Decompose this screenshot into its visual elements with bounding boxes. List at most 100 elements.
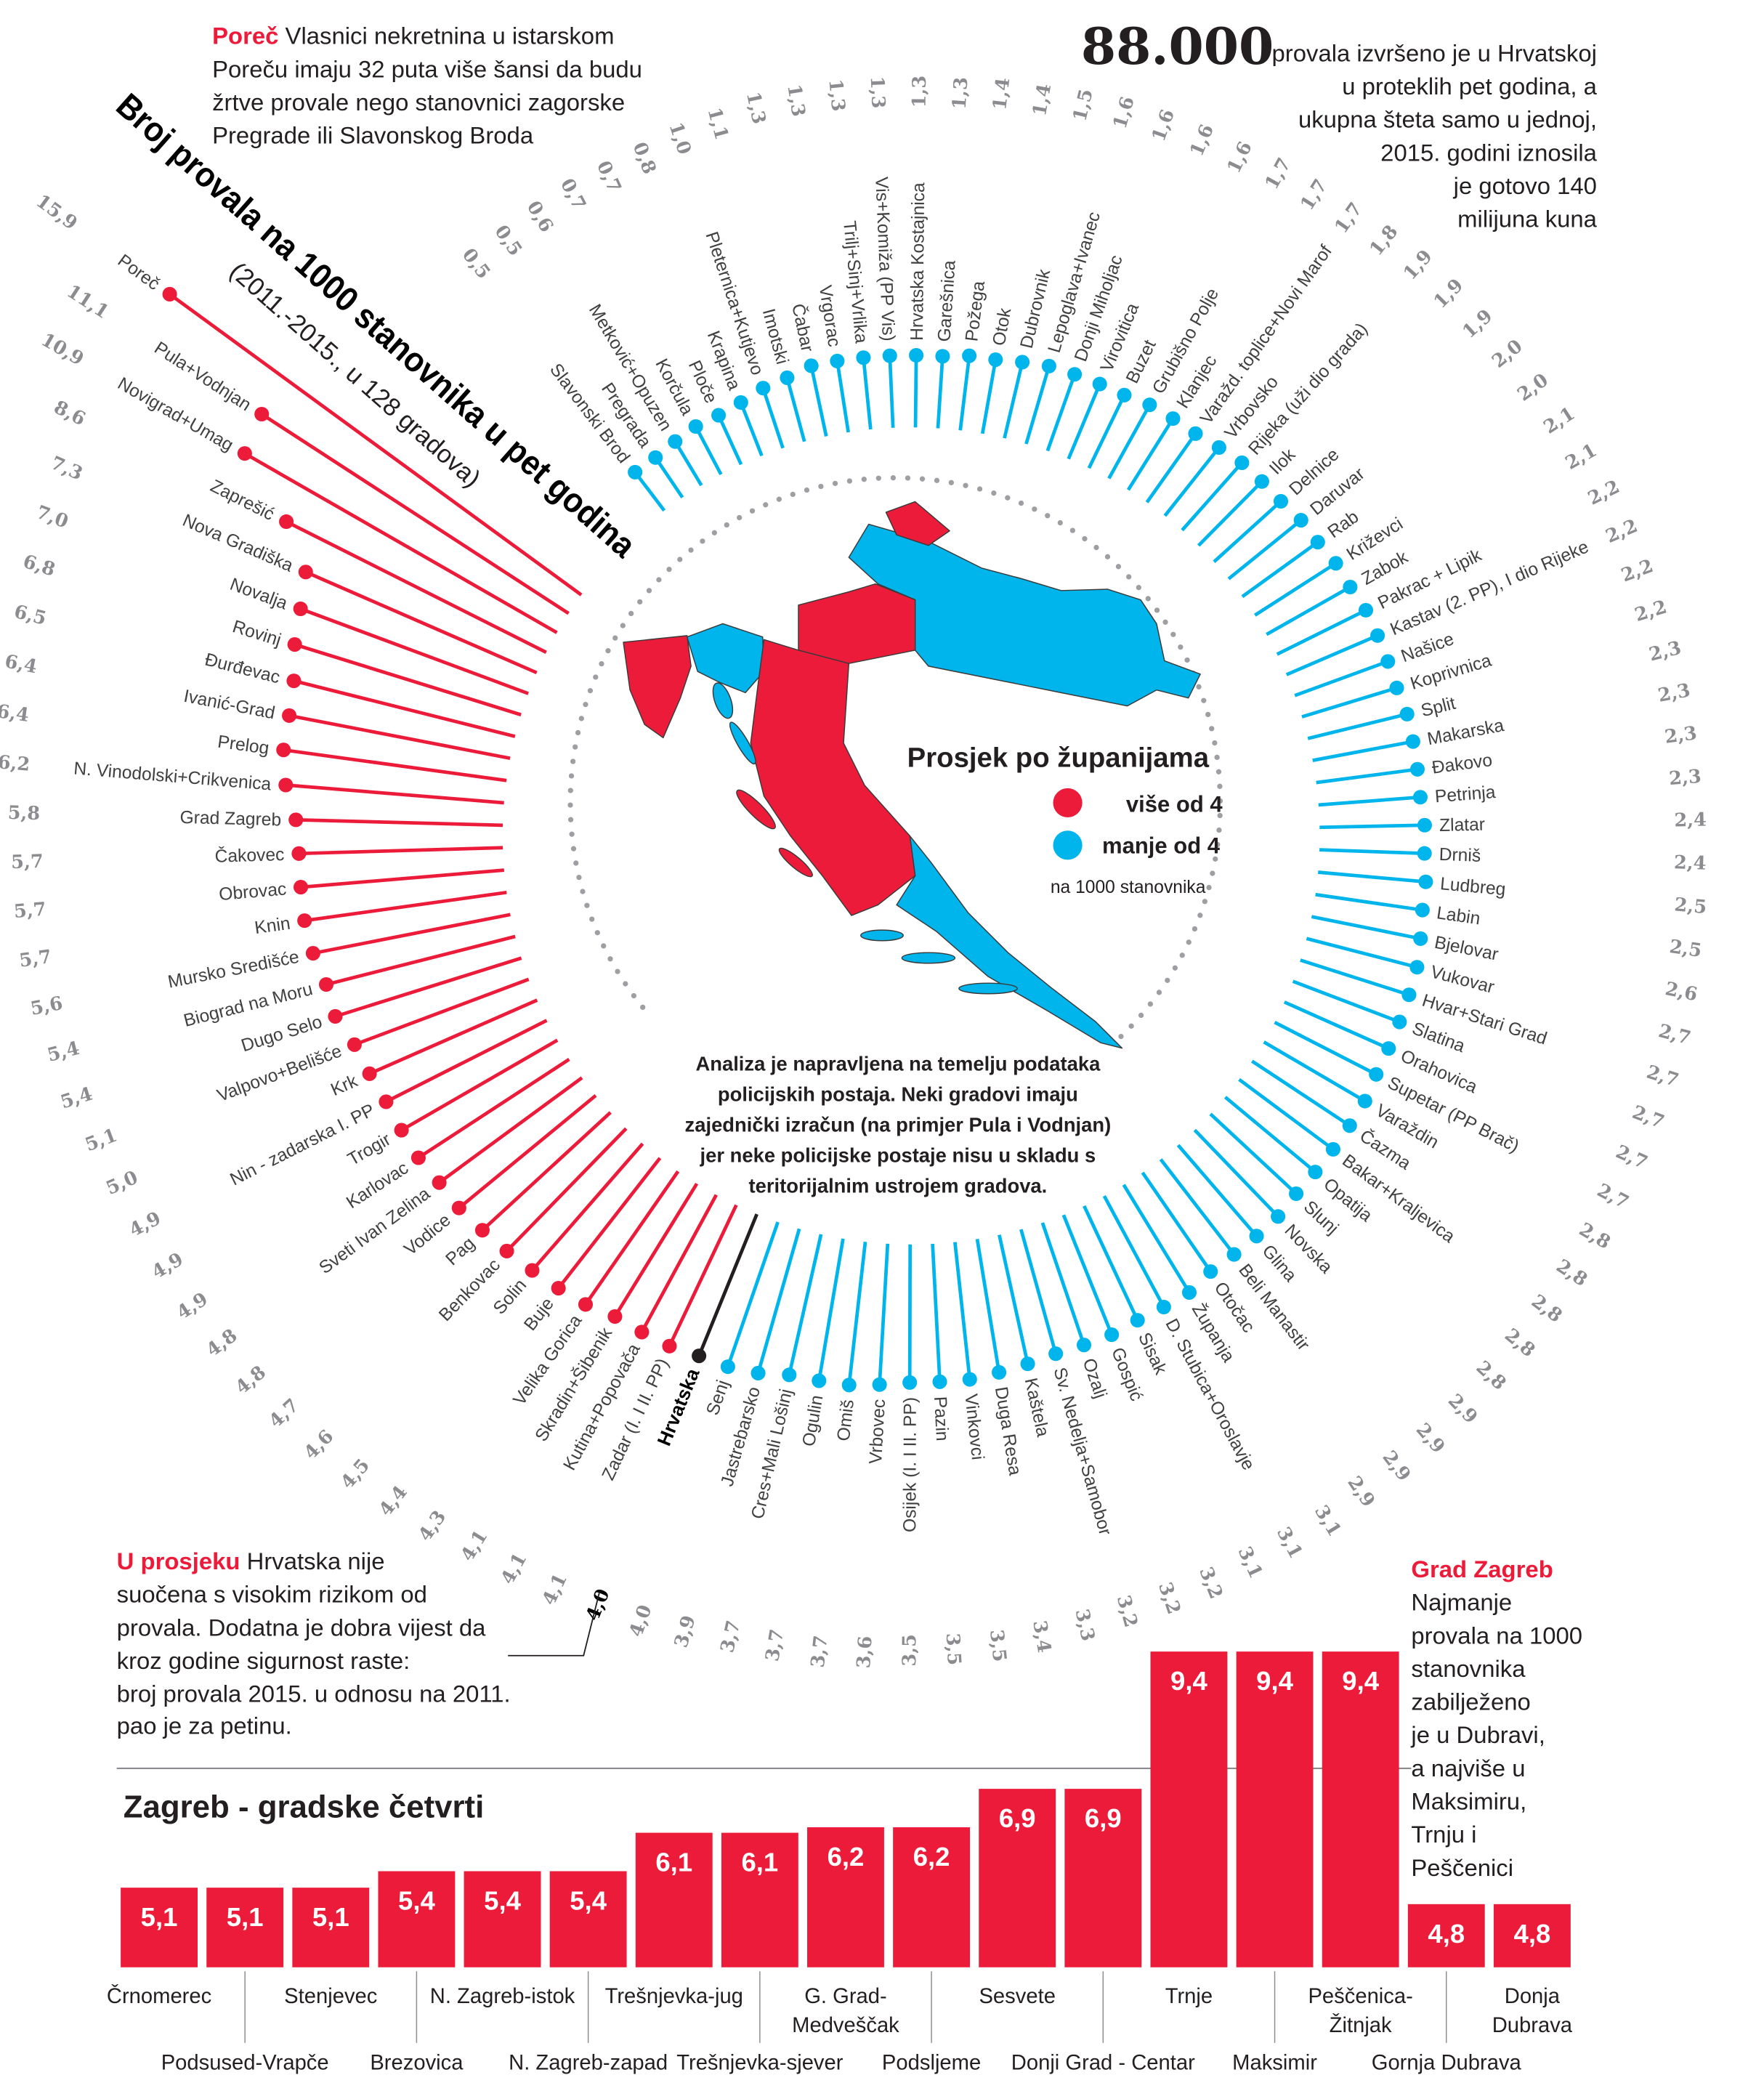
city-value: 4,7 bbox=[264, 1394, 303, 1432]
city-dot bbox=[1234, 455, 1250, 470]
city-value: 1,7 bbox=[1330, 198, 1367, 238]
bar-category-label: Podsused-Vrapče bbox=[161, 2051, 329, 2074]
city-stem bbox=[726, 1221, 780, 1367]
city-dot bbox=[254, 406, 270, 422]
city-label: Gospić bbox=[1107, 1345, 1146, 1404]
city-item: Grad Zagreb 5,8 bbox=[7, 802, 503, 830]
city-stem bbox=[299, 607, 529, 695]
zagreb-note-line: Trnju i bbox=[1411, 1821, 1476, 1848]
city-stem bbox=[1317, 870, 1426, 884]
city-label: Petrinja bbox=[1434, 782, 1497, 806]
bar bbox=[1322, 1651, 1399, 1967]
city-stem bbox=[1274, 1021, 1377, 1076]
city-value: 1,6 bbox=[1223, 138, 1256, 177]
city-dot bbox=[297, 913, 312, 929]
city-value: 2,7 bbox=[1644, 1061, 1681, 1092]
city-value: 5,4 bbox=[58, 1083, 95, 1114]
city-dot bbox=[1181, 1285, 1197, 1300]
city-value: 2,0 bbox=[1513, 369, 1553, 405]
city-dot bbox=[1211, 440, 1226, 455]
city-stem bbox=[1197, 480, 1263, 547]
bar-value: 4,8 bbox=[1514, 1919, 1551, 1949]
city-stem bbox=[286, 519, 547, 655]
city-stem bbox=[1301, 686, 1398, 719]
city-stem bbox=[385, 1019, 548, 1104]
city-label: Kaštela bbox=[1021, 1376, 1053, 1439]
city-value: 2,7 bbox=[1656, 1020, 1694, 1049]
bar-value: 6,9 bbox=[999, 1803, 1036, 1833]
city-value: 0,7 bbox=[592, 158, 626, 196]
city-stem bbox=[654, 456, 684, 498]
city-label: Grad Zagreb bbox=[179, 808, 281, 830]
city-stem bbox=[1276, 608, 1367, 656]
bar-item: 5,4 N. Zagreb-istok bbox=[430, 1871, 575, 2008]
city-item: Garešnica 1,3 bbox=[934, 76, 973, 429]
city-dot bbox=[668, 434, 683, 449]
note-line: jer neke policijske postaje nisu u sklad… bbox=[700, 1144, 1096, 1167]
city-label: Rovinj bbox=[230, 617, 283, 650]
city-item: Novalja 7,0 bbox=[33, 501, 529, 695]
city-dot bbox=[432, 1175, 447, 1190]
bar-item: 6,9 Donji Grad - Centar bbox=[1011, 1789, 1195, 2074]
city-item: Petrinja 2,3 bbox=[1318, 766, 1702, 807]
city-value: 1,4 bbox=[1029, 82, 1056, 118]
city-stem bbox=[862, 357, 873, 430]
city-item: Krk 5,0 bbox=[103, 998, 538, 1200]
city-stem bbox=[1318, 795, 1421, 807]
bar bbox=[292, 1888, 370, 1967]
city-dot bbox=[688, 418, 703, 434]
bar-item: 6,9 Sesvete bbox=[979, 1789, 1056, 2008]
city-dot bbox=[804, 358, 819, 373]
city-stem bbox=[697, 1213, 758, 1357]
bar-category-label: Gornja Dubrava bbox=[1372, 2051, 1522, 2074]
city-dot bbox=[692, 1348, 707, 1364]
bar-value: 6,1 bbox=[655, 1848, 692, 1877]
city-label: Prelog bbox=[217, 732, 270, 759]
city-dot bbox=[812, 1373, 827, 1388]
city-stem bbox=[1083, 1205, 1139, 1322]
city-value: 1,3 bbox=[949, 76, 973, 110]
city-stem bbox=[1061, 1214, 1114, 1335]
city-stem bbox=[836, 360, 851, 433]
city-stem bbox=[334, 956, 522, 1019]
city-item: Zlatar 2,4 bbox=[1319, 809, 1707, 836]
city-label: Zaprešić bbox=[207, 476, 277, 525]
city-item: Slatina 2,7 bbox=[1292, 979, 1667, 1133]
city-stem bbox=[260, 413, 570, 615]
county-region-above bbox=[798, 583, 916, 664]
city-dot bbox=[474, 1223, 490, 1238]
city-dot bbox=[756, 381, 771, 396]
city-stem bbox=[1107, 404, 1152, 480]
city-dot bbox=[347, 1037, 362, 1052]
bar bbox=[1407, 1904, 1485, 1967]
city-dot bbox=[882, 348, 897, 363]
bar-category-label: Stenjevec bbox=[284, 1985, 377, 2008]
city-label: Mursko Središće bbox=[166, 947, 301, 992]
zagreb-bar-chart: 5,1 Črnomerec 5,1 Podsused-Vrapče 5,1 Stenjev… bbox=[107, 1651, 1573, 2074]
city-value: 5,7 bbox=[18, 946, 53, 972]
city-stem bbox=[530, 1142, 644, 1272]
city-item: Knin 5,7 bbox=[18, 890, 507, 972]
average-note-line: Hrvatska nije bbox=[240, 1548, 384, 1574]
city-dot bbox=[1380, 654, 1396, 669]
city-dot bbox=[379, 1094, 394, 1109]
city-label: Drniš bbox=[1439, 845, 1481, 866]
city-label: Obrovac bbox=[218, 879, 287, 905]
city-value: 4,8 bbox=[232, 1362, 270, 1399]
city-item: Trilj+Sinj+Vrlika 1,3 bbox=[824, 78, 873, 430]
city-value: 15,9 bbox=[32, 190, 81, 235]
city-dot bbox=[988, 352, 1003, 368]
city-value: 4,1 bbox=[538, 1570, 572, 1609]
city-dot bbox=[720, 1359, 735, 1375]
city-stem bbox=[1292, 979, 1401, 1024]
bar bbox=[979, 1789, 1056, 1967]
city-label: Vrgorac bbox=[815, 284, 844, 348]
city-value: 2,0 bbox=[1488, 336, 1526, 373]
city-dot bbox=[902, 1375, 918, 1390]
city-dot bbox=[1076, 1338, 1092, 1353]
city-item: Solin 4,5 bbox=[336, 1142, 644, 1493]
bar bbox=[1150, 1651, 1228, 1967]
bar-value: 9,4 bbox=[1256, 1666, 1293, 1696]
city-item: Čabar 1,3 bbox=[742, 90, 828, 437]
city-dot bbox=[1254, 474, 1269, 489]
